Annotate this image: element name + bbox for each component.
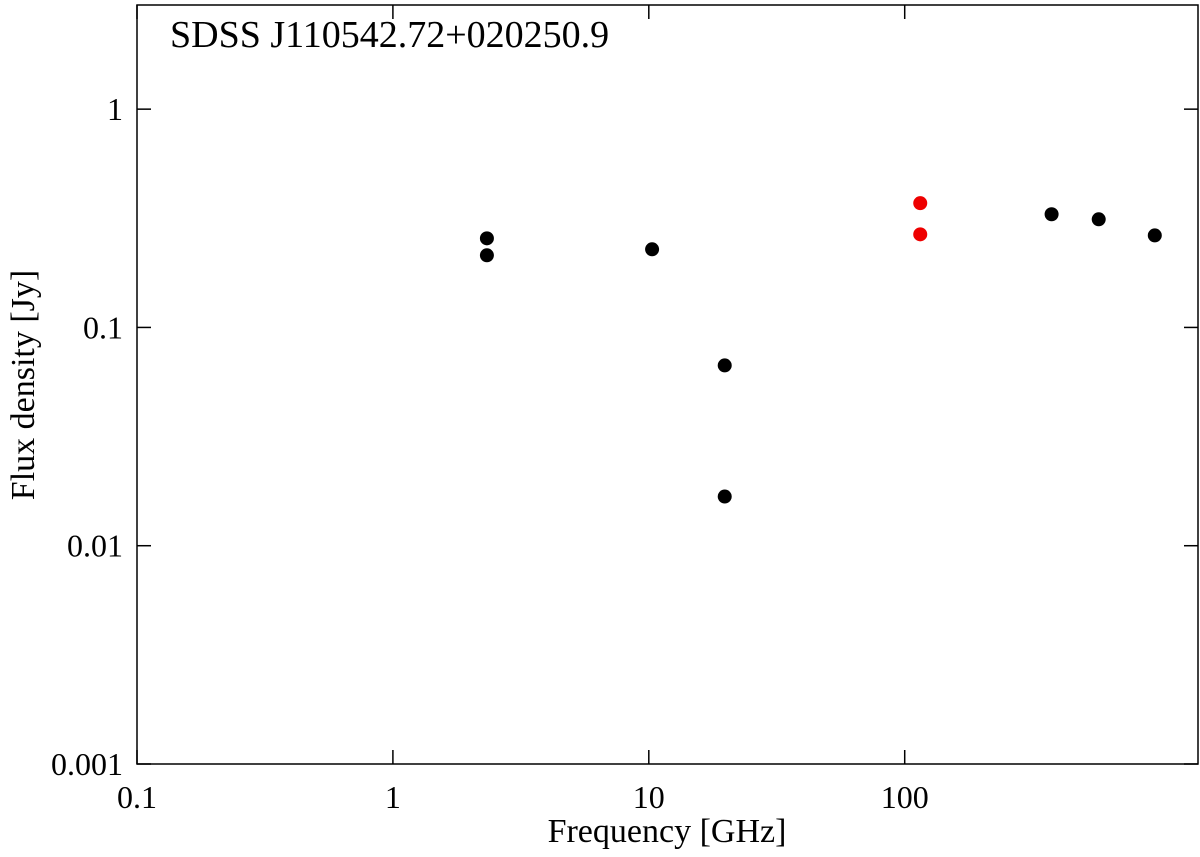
chart-title: SDSS J110542.72+020250.9 [170, 14, 609, 56]
y-axis-label: Flux density [Jy] [5, 270, 42, 500]
data-point [717, 358, 732, 373]
data-point [717, 489, 732, 504]
data-point [913, 196, 928, 211]
plot-frame [136, 4, 1199, 765]
data-point [1044, 207, 1059, 222]
data-point [479, 248, 494, 263]
x-axis-label: Frequency [GHz] [548, 813, 787, 850]
x-tick-label: 100 [881, 779, 929, 815]
y-tick-label: 1 [107, 91, 123, 127]
data-point [1091, 212, 1106, 227]
data-point [1147, 228, 1162, 243]
x-tick-label: 1 [385, 779, 401, 815]
x-tick-label: 0.1 [117, 779, 157, 815]
data-point [479, 231, 494, 246]
y-tick-label: 0.1 [83, 309, 123, 345]
x-tick-label: 10 [633, 779, 665, 815]
y-tick-label: 0.001 [51, 746, 123, 782]
data-point [913, 227, 928, 242]
y-tick-label: 0.01 [67, 528, 123, 564]
data-point [645, 242, 660, 257]
